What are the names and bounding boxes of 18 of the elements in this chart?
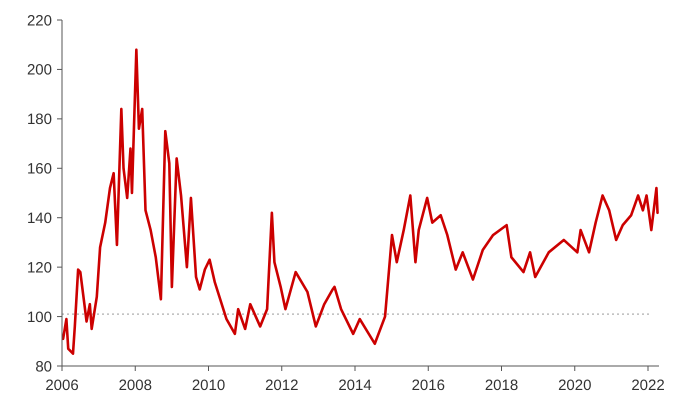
y-tick-label: 180: [26, 111, 52, 128]
x-tick-label: 2008: [118, 377, 152, 394]
x-tick-label: 2016: [412, 377, 445, 394]
x-tick-label: 2018: [484, 377, 518, 394]
x-tick-label: 2020: [558, 377, 592, 394]
x-tick-label: 2006: [45, 377, 79, 394]
y-tick-label: 140: [26, 210, 52, 227]
y-tick-label: 220: [26, 12, 52, 30]
x-tick-label: 2012: [265, 377, 298, 394]
y-tick-label: 100: [26, 308, 52, 326]
y-tick-label: 200: [26, 62, 52, 79]
x-tick-label: 2010: [192, 377, 226, 394]
y-tick-label: 160: [26, 160, 52, 178]
line-series: [62, 48, 659, 355]
x-tick-label: 2014: [338, 377, 372, 394]
y-tick-label: 120: [26, 259, 52, 276]
y-tick-label: 80: [35, 358, 52, 376]
x-tick-label: 2022: [631, 377, 665, 394]
